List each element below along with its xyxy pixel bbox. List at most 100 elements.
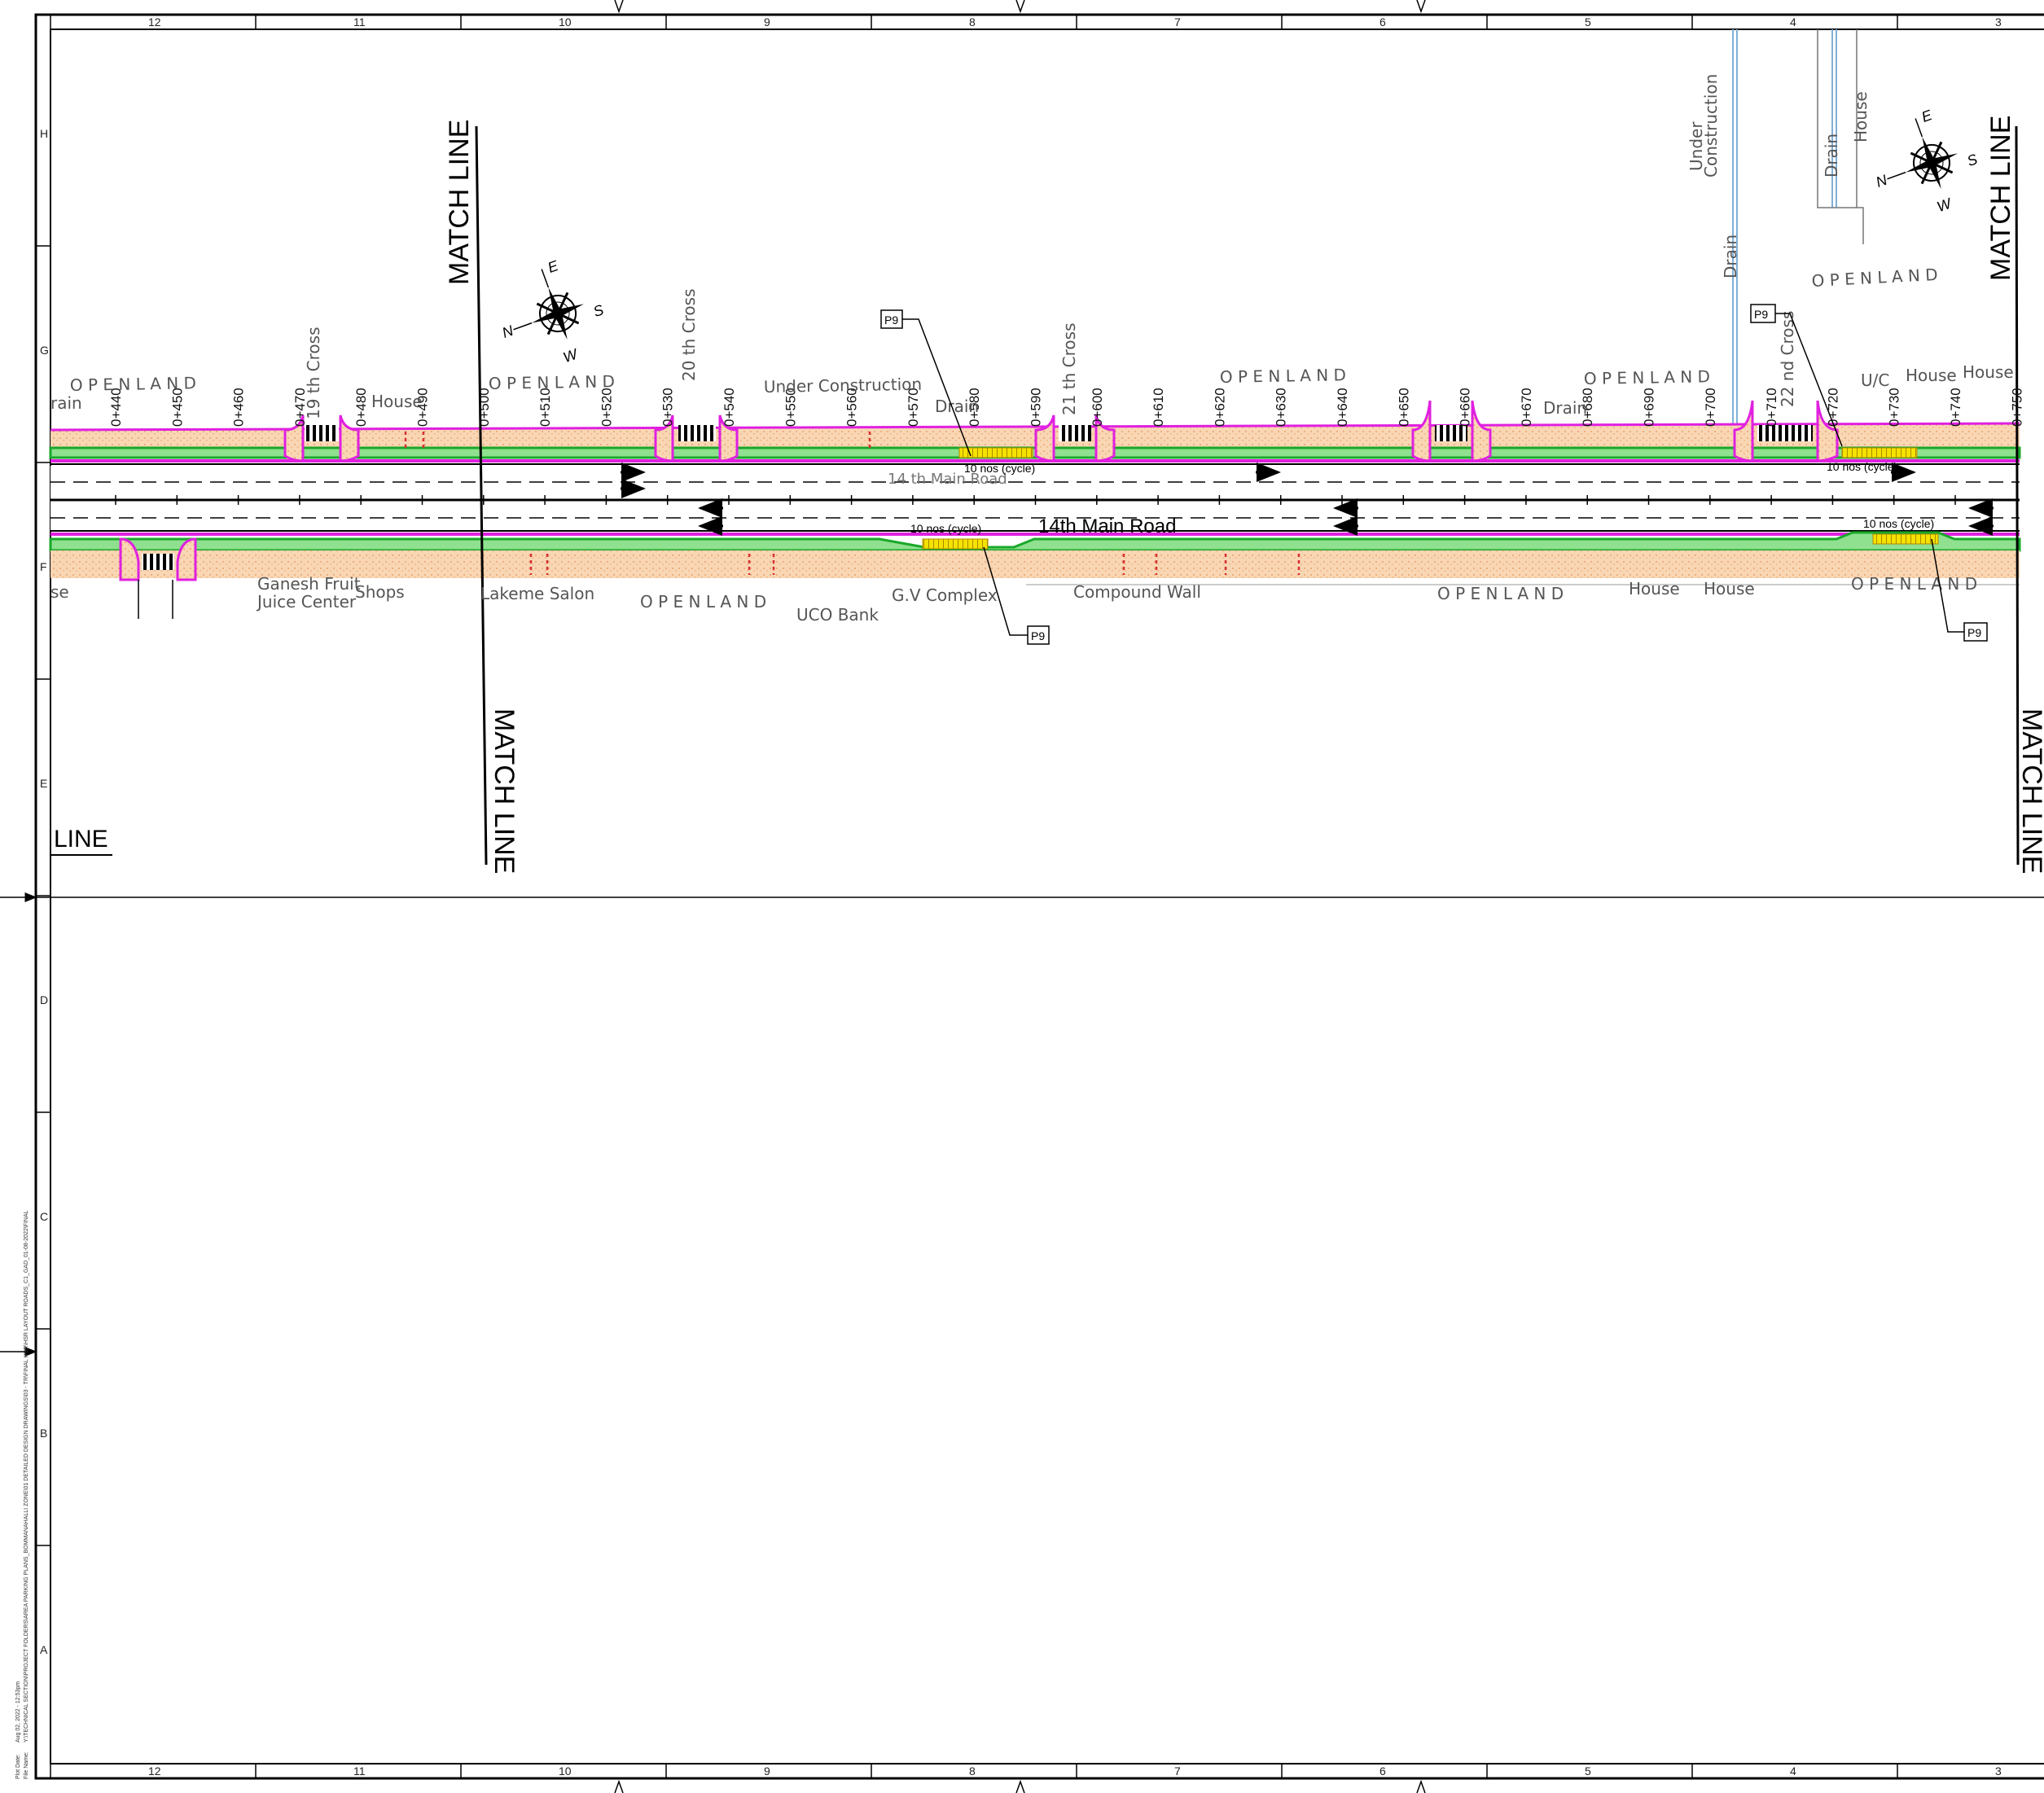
chainage-label: 0+460 <box>231 388 247 427</box>
grid-column-label: 10 <box>559 15 572 28</box>
svg-text:W: W <box>561 345 581 366</box>
svg-text:P9: P9 <box>1031 629 1045 642</box>
label-uc: U/C <box>1861 370 1889 390</box>
grid-column-label: 9 <box>764 1765 770 1778</box>
chainage-label: 0+590 <box>1029 388 1044 427</box>
label-19th-cross: 19 th Cross <box>304 327 323 419</box>
svg-text:P9: P9 <box>884 313 898 327</box>
chainage-label: 0+670 <box>1519 388 1534 427</box>
svg-text:E: E <box>546 257 561 276</box>
grid-row-label: G <box>40 344 49 357</box>
label-drain: Drain <box>935 397 979 416</box>
chainage-label: 0+530 <box>660 388 676 427</box>
grid-column-label: 5 <box>1585 15 1591 28</box>
svg-text:N: N <box>500 322 516 341</box>
svg-text:P9: P9 <box>1754 308 1768 321</box>
label-compound-wall: Compound Wall <box>1073 582 1201 602</box>
chainage-label: 0+640 <box>1335 388 1350 427</box>
label-open-land: O P E N L A N D <box>70 373 196 395</box>
grid-column-label: 10 <box>559 1765 572 1778</box>
svg-text:W: W <box>1935 195 1955 215</box>
label-drain: Drain <box>1822 134 1841 178</box>
svg-text:P9: P9 <box>1967 626 1981 639</box>
p9-tag: P9 <box>1964 623 1987 641</box>
svg-text:S: S <box>591 301 606 320</box>
grid-column-label: 11 <box>353 15 366 28</box>
plot-date: Aug 02, 2022 - 12:53pm <box>15 1681 21 1743</box>
label-ganesh-fruit: Ganesh Fruit <box>257 574 361 594</box>
chainage-label: 0+630 <box>1274 388 1289 427</box>
grid-column-label: 4 <box>1790 1765 1796 1778</box>
grid-column-label: 12 <box>148 1765 161 1778</box>
match-line-label-top-left: MATCH LINE <box>444 120 475 285</box>
label-house: House <box>1963 362 2014 382</box>
plot-date-label: Plot Date: <box>15 1754 21 1779</box>
match-line-label-bottom-left: MATCH LINE <box>489 708 520 874</box>
grid-row-label: A <box>40 1643 48 1656</box>
chainage-label: 0+450 <box>169 388 185 427</box>
label-uco-bank: UCO Bank <box>796 605 879 625</box>
label-open-land: O P E N L A N D <box>1584 366 1710 388</box>
grid-column-label: 7 <box>1174 1765 1181 1778</box>
chainage-label: 0+500 <box>476 388 492 427</box>
chainage-label: 0+510 <box>537 388 553 427</box>
label-open-land: O P E N L A N D <box>1851 574 1977 594</box>
chainage-label: 0+700 <box>1703 388 1718 427</box>
svg-text:E: E <box>1919 107 1935 125</box>
label-house: House <box>371 392 423 411</box>
label-juice-center: Juice Center <box>256 592 357 612</box>
match-line-label-top-right: MATCH LINE <box>1985 116 2016 281</box>
label-house: House <box>1629 579 1680 598</box>
grid-column-label: 6 <box>1379 1765 1386 1778</box>
cycle-parking-bay <box>1873 534 1938 544</box>
label-construction: Construction <box>1701 74 1721 178</box>
chainage-label: 0+520 <box>599 388 614 427</box>
cycle-parking-bay <box>1842 448 1917 458</box>
svg-text:S: S <box>1965 151 1980 169</box>
label-open-land: O P E N L A N D <box>640 592 766 612</box>
drain-channels <box>1733 29 1863 448</box>
chainage-label: 0+660 <box>1458 388 1473 427</box>
label-drain: Drain <box>1721 235 1740 278</box>
road-name-label: 14th Main Road <box>1038 515 1176 537</box>
file-name-label: File Name: <box>24 1751 29 1779</box>
cycle-parking-bay <box>923 539 988 549</box>
north-arrow-compass: E N S W <box>1858 98 1991 232</box>
label-house: House <box>1851 91 1871 142</box>
match-line-label-bottom-right: MATCH LINE <box>2016 708 2044 874</box>
line-label: LINE <box>54 826 108 853</box>
label-open-land: O P E N L A N D <box>1220 365 1346 387</box>
chainage-label: 0+620 <box>1212 388 1227 427</box>
label-rain: rain <box>50 393 82 413</box>
chainage-label: 0+600 <box>1090 388 1105 427</box>
label-lakeme-salon: Lakeme Salon <box>480 584 594 603</box>
chainage-label: 0+740 <box>1948 388 1963 427</box>
grid-column-label: 7 <box>1174 15 1181 28</box>
grid-column-label: 8 <box>969 1765 976 1778</box>
grid-column-label: 4 <box>1790 15 1796 28</box>
svg-text:N: N <box>1874 171 1890 191</box>
grid-row-label: C <box>40 1210 48 1223</box>
chainage-label: 0+750 <box>2009 388 2024 427</box>
label-se: se <box>50 582 69 602</box>
grid-column-label: 3 <box>1995 15 2002 28</box>
chainage-label: 0+730 <box>1887 388 1902 427</box>
chainage-label: 0+650 <box>1396 388 1411 427</box>
chainage-label: 0+540 <box>722 388 737 427</box>
grid-column-label: 3 <box>1995 1765 2002 1778</box>
grid-row-label: B <box>40 1427 47 1440</box>
grid-column-label: 11 <box>353 1765 366 1778</box>
chainage-label: 0+720 <box>1825 388 1840 427</box>
chainage-label: 0+690 <box>1642 388 1657 427</box>
label-house: House <box>1906 366 1957 385</box>
label-open-land: O P E N L A N D <box>1811 265 1938 291</box>
label-drain: Drain <box>1543 398 1587 418</box>
p9-tag: P9 <box>1028 626 1049 644</box>
label-open-land: O P E N L A N D <box>1437 584 1564 603</box>
grid-row-label: H <box>40 127 48 140</box>
label-gv-complex: G.V Complex <box>892 585 998 605</box>
chainage-label: 0+610 <box>1151 388 1166 427</box>
cycle-parking-bay <box>959 448 1033 458</box>
label-open-land: O P E N L A N D <box>489 371 615 393</box>
